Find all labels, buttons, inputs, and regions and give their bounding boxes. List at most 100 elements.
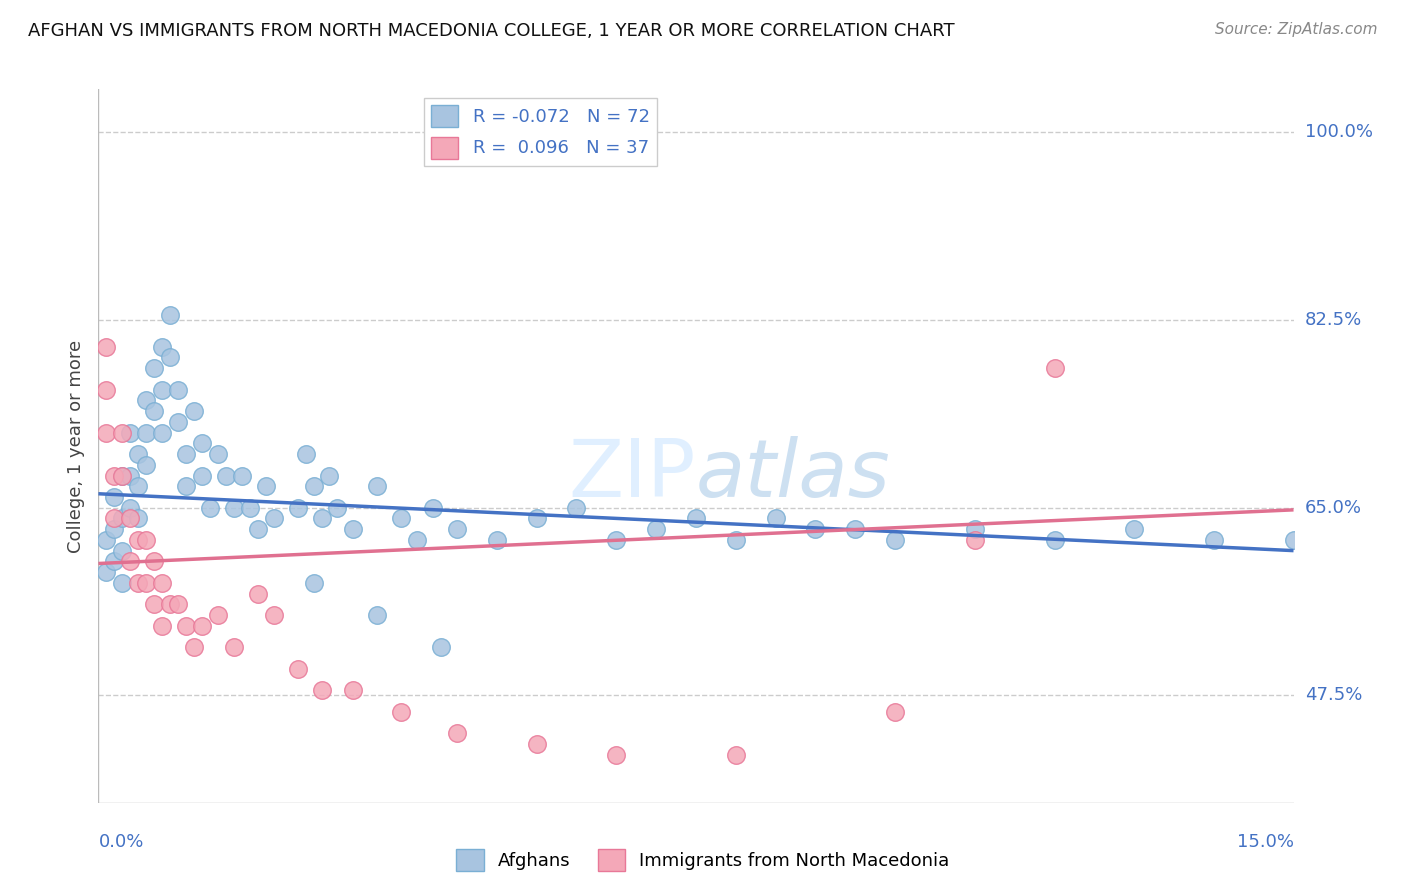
Text: ZIP: ZIP <box>568 435 696 514</box>
Point <box>287 500 309 515</box>
Point <box>167 383 190 397</box>
Text: 0.0%: 0.0% <box>98 833 143 851</box>
Point <box>1043 361 1066 376</box>
Point <box>342 522 364 536</box>
Point <box>263 607 285 622</box>
Point <box>963 533 986 547</box>
Point <box>127 511 149 525</box>
Text: 100.0%: 100.0% <box>1305 123 1372 141</box>
Point <box>135 458 157 472</box>
Point <box>207 607 229 622</box>
Point <box>96 565 118 579</box>
Point <box>135 425 157 440</box>
Text: Source: ZipAtlas.com: Source: ZipAtlas.com <box>1215 22 1378 37</box>
Point <box>565 500 588 515</box>
Point <box>342 683 364 698</box>
Legend: Afghans, Immigrants from North Macedonia: Afghans, Immigrants from North Macedonia <box>450 842 956 879</box>
Point <box>111 575 134 590</box>
Point <box>143 361 166 376</box>
Point <box>150 619 173 633</box>
Point <box>183 640 205 655</box>
Point <box>302 575 325 590</box>
Point <box>96 383 118 397</box>
Point <box>159 597 181 611</box>
Point <box>724 747 747 762</box>
Point <box>246 586 269 600</box>
Point <box>96 340 118 354</box>
Point <box>207 447 229 461</box>
Point <box>605 533 627 547</box>
Point <box>143 597 166 611</box>
Point <box>135 575 157 590</box>
Point <box>103 511 125 525</box>
Point <box>254 479 277 493</box>
Point <box>526 511 548 525</box>
Point <box>311 683 333 698</box>
Point <box>191 468 214 483</box>
Point <box>246 522 269 536</box>
Point <box>366 607 388 622</box>
Point <box>111 425 134 440</box>
Point <box>120 511 142 525</box>
Point <box>127 533 149 547</box>
Point <box>406 533 429 547</box>
Point <box>111 468 134 483</box>
Point <box>1043 533 1066 547</box>
Point <box>1123 522 1146 536</box>
Point <box>222 500 245 515</box>
Point <box>127 447 149 461</box>
Point <box>389 511 412 525</box>
Point <box>135 533 157 547</box>
Point <box>120 468 142 483</box>
Point <box>884 533 907 547</box>
Point <box>111 468 134 483</box>
Point <box>183 404 205 418</box>
Point <box>446 522 468 536</box>
Point <box>150 340 173 354</box>
Point <box>215 468 238 483</box>
Point <box>135 393 157 408</box>
Point <box>485 533 508 547</box>
Point <box>143 554 166 568</box>
Point <box>326 500 349 515</box>
Point <box>263 511 285 525</box>
Point <box>446 726 468 740</box>
Point <box>103 554 125 568</box>
Point <box>96 425 118 440</box>
Point <box>120 554 142 568</box>
Point <box>174 479 197 493</box>
Point <box>422 500 444 515</box>
Point <box>724 533 747 547</box>
Point <box>526 737 548 751</box>
Point <box>765 511 787 525</box>
Text: 65.0%: 65.0% <box>1305 499 1361 516</box>
Text: 82.5%: 82.5% <box>1305 311 1362 329</box>
Point <box>111 511 134 525</box>
Text: 47.5%: 47.5% <box>1305 687 1362 705</box>
Text: 15.0%: 15.0% <box>1236 833 1294 851</box>
Point <box>127 479 149 493</box>
Point <box>804 522 827 536</box>
Point <box>1202 533 1225 547</box>
Point <box>96 533 118 547</box>
Point <box>198 500 221 515</box>
Point <box>167 415 190 429</box>
Point <box>1282 533 1305 547</box>
Point <box>103 522 125 536</box>
Point <box>302 479 325 493</box>
Point <box>174 447 197 461</box>
Point <box>103 468 125 483</box>
Point <box>120 500 142 515</box>
Point <box>287 662 309 676</box>
Point <box>150 575 173 590</box>
Text: atlas: atlas <box>696 435 891 514</box>
Point <box>430 640 453 655</box>
Point <box>605 747 627 762</box>
Point <box>389 705 412 719</box>
Point <box>239 500 262 515</box>
Point <box>167 597 190 611</box>
Point <box>159 308 181 322</box>
Point <box>150 425 173 440</box>
Y-axis label: College, 1 year or more: College, 1 year or more <box>66 340 84 552</box>
Text: AFGHAN VS IMMIGRANTS FROM NORTH MACEDONIA COLLEGE, 1 YEAR OR MORE CORRELATION CH: AFGHAN VS IMMIGRANTS FROM NORTH MACEDONI… <box>28 22 955 40</box>
